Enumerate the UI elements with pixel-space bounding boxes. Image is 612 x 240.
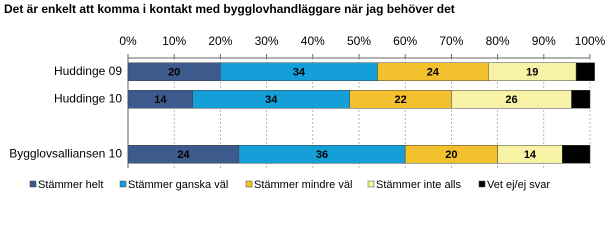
- data-label: 6: [573, 149, 579, 161]
- legend-swatch: [29, 180, 37, 188]
- data-label: 4: [578, 94, 585, 106]
- legend-label: Stämmer mindre väl: [254, 179, 352, 191]
- bar-segment: [575, 62, 595, 81]
- data-label: 26: [505, 94, 517, 106]
- data-label: 20: [168, 67, 180, 79]
- legend-label: Stämmer inte alls: [376, 179, 461, 191]
- data-label: 34: [293, 67, 306, 79]
- x-tick-label: 10%: [162, 34, 186, 48]
- data-label: 20: [445, 149, 457, 161]
- legend-swatch: [245, 180, 253, 188]
- x-tick-label: 100%: [575, 34, 606, 48]
- data-label: 14: [524, 149, 537, 161]
- x-tick-label: 20%: [208, 34, 232, 48]
- x-tick-label: 40%: [301, 34, 325, 48]
- x-tick-label: 70%: [439, 34, 463, 48]
- legend-label: Stämmer ganska väl: [128, 179, 228, 191]
- bar-segment: [562, 145, 591, 164]
- legend-swatch: [119, 180, 127, 188]
- x-tick-label: 30%: [255, 34, 279, 48]
- legend-swatch: [367, 180, 375, 188]
- chart-title: Det är enkelt att komma i kontakt med by…: [4, 2, 455, 16]
- data-label: 22: [394, 94, 406, 106]
- x-tick-label: 0%: [119, 34, 137, 48]
- x-tick-label: 60%: [393, 34, 417, 48]
- bar-segment: [571, 90, 591, 109]
- data-label: 4: [582, 67, 589, 79]
- data-label: 34: [265, 94, 278, 106]
- x-tick-label: 80%: [486, 34, 510, 48]
- data-label: 24: [177, 149, 190, 161]
- data-label: 36: [316, 149, 328, 161]
- legend-swatch: [478, 180, 486, 188]
- category-label: Huddinge 09: [54, 64, 122, 78]
- data-label: 24: [427, 67, 440, 79]
- legend-label: Stämmer helt: [38, 179, 103, 191]
- data-label: 19: [526, 67, 538, 79]
- data-label: 14: [154, 94, 167, 106]
- category-label: Bygglovsalliansen 10: [9, 146, 122, 160]
- legend-label: Vet ej/ej svar: [487, 179, 550, 191]
- chart: Det är enkelt att komma i kontakt med by…: [4, 2, 606, 191]
- category-label: Huddinge 10: [54, 91, 122, 105]
- x-tick-label: 50%: [347, 34, 371, 48]
- x-tick-label: 90%: [532, 34, 556, 48]
